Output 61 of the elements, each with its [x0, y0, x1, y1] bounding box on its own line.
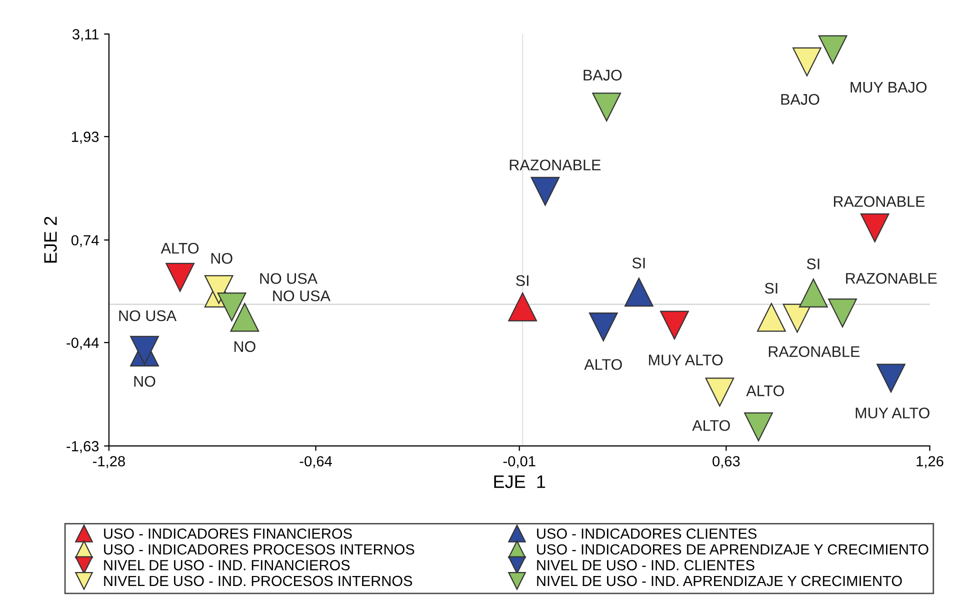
legend-label: USO - INDICADORES PROCESOS INTERNOS [104, 544, 414, 555]
point [744, 412, 773, 442]
annotation: ALTO [746, 385, 784, 396]
point [756, 302, 786, 332]
annotation: MUY BAJO [850, 82, 927, 93]
point [828, 298, 857, 328]
y-axis-title: EJE 2 [44, 216, 57, 263]
x-tick-label: 0,63 [712, 456, 740, 468]
point [592, 92, 622, 122]
annotation: NO [234, 341, 256, 352]
annotation: MUY ALTO [649, 354, 723, 366]
annotation: RAZONABLE [846, 272, 937, 284]
x-tick-label: -0,01 [503, 456, 536, 468]
annotation: NO [134, 376, 156, 387]
legend-label: USO - INDICADORES CLIENTES [537, 528, 756, 539]
point [860, 213, 890, 242]
point [624, 278, 654, 307]
legend-label: USO - INDICADORES DE APRENDIZAJE Y CRECIMIENTO [537, 544, 928, 555]
annotation: BAJO [781, 94, 820, 105]
annotation: SI [764, 282, 778, 294]
annotation: MUY ALTO [856, 408, 930, 418]
annotation: RAZONABLE [768, 346, 860, 358]
point [230, 302, 260, 332]
point [166, 262, 194, 292]
annotation: BAJO [584, 70, 622, 81]
point [530, 176, 560, 206]
point [792, 47, 822, 76]
legend-label: USO - INDICADORES FINANCIEROS [104, 528, 352, 539]
y-tick-label: -0,44 [66, 338, 99, 350]
annotation: ALTO [160, 242, 199, 254]
annotation: ALTO [692, 420, 730, 431]
point [876, 364, 906, 393]
annotation: SI [806, 258, 820, 270]
point [508, 292, 538, 322]
annotation: RAZONABLE [510, 160, 601, 170]
point [798, 278, 828, 308]
legend-label: NIVEL DE USO - IND. FINANCIEROS [104, 560, 350, 570]
y-tick-label: 0,74 [71, 235, 99, 248]
y-tick-label: 1,93 [72, 132, 99, 144]
point [660, 310, 689, 340]
annotation: NO USA [260, 273, 318, 284]
x-axis-title: EJE 1 [494, 475, 546, 488]
legend-label: NIVEL DE USO - IND. PROCESOS INTERNOS [104, 576, 412, 586]
point [217, 292, 246, 322]
point [818, 35, 848, 64]
y-tick-label: 3,11 [72, 29, 99, 42]
annotation: NO USA [119, 310, 177, 322]
y-tick-label: -1,63 [66, 441, 99, 454]
point [588, 312, 618, 342]
x-tick-label: 1,26 [916, 456, 944, 468]
annotation: NO USA [273, 290, 330, 302]
point [705, 378, 734, 407]
legend-label: NIVEL DE USO - IND. APRENDIZAJE Y CRECIMIENTO [537, 576, 902, 586]
annotation: RAZONABLE [834, 196, 925, 207]
annotation: ALTO [584, 359, 622, 370]
annotation: SI [632, 258, 645, 268]
x-tick-label: -1,28 [92, 456, 125, 468]
annotation: SI [516, 275, 528, 286]
annotation: NO [211, 252, 232, 264]
x-tick-label: -0,64 [300, 456, 332, 468]
legend-label: NIVEL DE USO - IND. CLIENTES [537, 560, 754, 570]
